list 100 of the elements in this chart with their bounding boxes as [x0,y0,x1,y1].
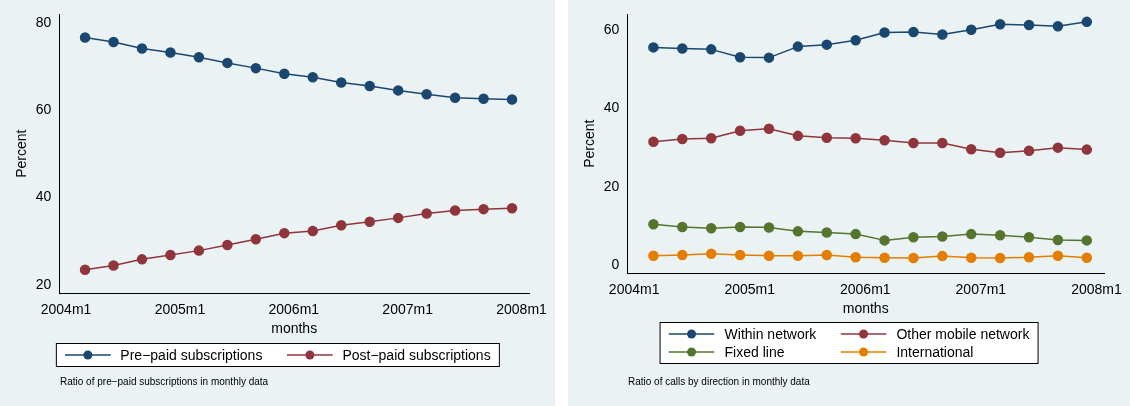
point [392,85,404,96]
point [879,235,890,246]
point [821,132,833,144]
y-axis-title: Percent [581,119,598,168]
point [108,260,119,271]
point [364,216,375,228]
point [965,24,977,35]
point [1023,19,1035,31]
point [734,221,746,233]
point [705,222,717,234]
x-tick-label: 2006m1 [268,300,320,317]
legend-label: Within network [724,326,817,342]
legend-label: Fixed line [724,344,785,360]
point [937,250,948,262]
point [734,249,746,261]
point [1023,145,1035,157]
x-tick-label: 2005m1 [724,280,776,297]
y-tick-label: 40 [35,188,52,205]
point [908,137,919,149]
point [79,32,91,43]
point [478,93,489,104]
point [307,72,319,83]
point [506,94,518,105]
point [850,35,861,46]
point [307,225,319,237]
point [677,249,688,261]
point [449,92,461,104]
x-tick-label: 2004m1 [608,280,660,297]
y-axis-title: Percent [13,129,30,178]
x-axis-title: months [842,300,889,317]
point [792,250,804,261]
point [478,203,489,215]
point [763,123,775,135]
point [705,44,717,55]
point [165,249,176,261]
point [79,264,91,276]
point [705,248,717,259]
y-tick-label: 80 [35,13,52,30]
x-tick-label: 2005m1 [154,300,206,317]
y-tick-label: 60 [603,20,620,37]
point [279,227,290,239]
point [734,51,746,63]
point [850,132,861,144]
point [250,234,262,245]
legend-label: Post−paid subscriptions [342,347,491,363]
point [677,221,688,233]
point [222,239,233,251]
point [908,252,919,264]
point [763,52,775,63]
point [792,130,804,142]
point [994,18,1006,30]
legend-label: Other mobile network [896,326,1030,342]
point [763,250,775,261]
point [965,228,977,240]
y-tick-label: 20 [35,275,52,292]
point [335,77,347,88]
point [677,43,688,54]
x-tick-label: 2008m1 [1071,280,1122,297]
point [677,133,688,145]
x-axis-title: months [271,320,318,337]
point [165,47,176,58]
y-tick-label: 60 [35,100,52,117]
point [421,89,432,100]
point [937,231,948,242]
point [1081,252,1093,263]
point [193,245,205,256]
point [792,226,804,237]
point [879,134,890,146]
point [879,252,890,263]
legend-label: Pre−paid subscriptions [120,347,263,363]
point [908,26,919,38]
point [1052,142,1064,153]
point [1023,252,1035,263]
point [821,249,833,261]
point [965,252,977,263]
x-tick-label: 2004m1 [40,300,92,317]
point [705,132,717,144]
x-tick-label: 2007m1 [955,280,1007,297]
point [108,36,119,48]
point [449,205,461,216]
point [506,203,518,214]
point [648,250,659,261]
text: Ratio of pre−paid subscriptions in monthly data [60,376,269,387]
point [648,42,659,53]
point [392,212,404,224]
point [1081,235,1093,246]
x-tick-label: 2008m1 [496,300,548,317]
point [222,57,233,69]
point [937,137,948,149]
point [994,230,1006,241]
point [193,51,205,63]
point [1052,20,1064,32]
point [908,231,919,243]
y-tick-label: 0 [611,256,620,273]
point [734,125,746,136]
point [364,80,375,92]
x-tick-label: 2006m1 [839,280,891,297]
point [994,147,1006,158]
point [335,220,347,231]
point [421,208,432,219]
